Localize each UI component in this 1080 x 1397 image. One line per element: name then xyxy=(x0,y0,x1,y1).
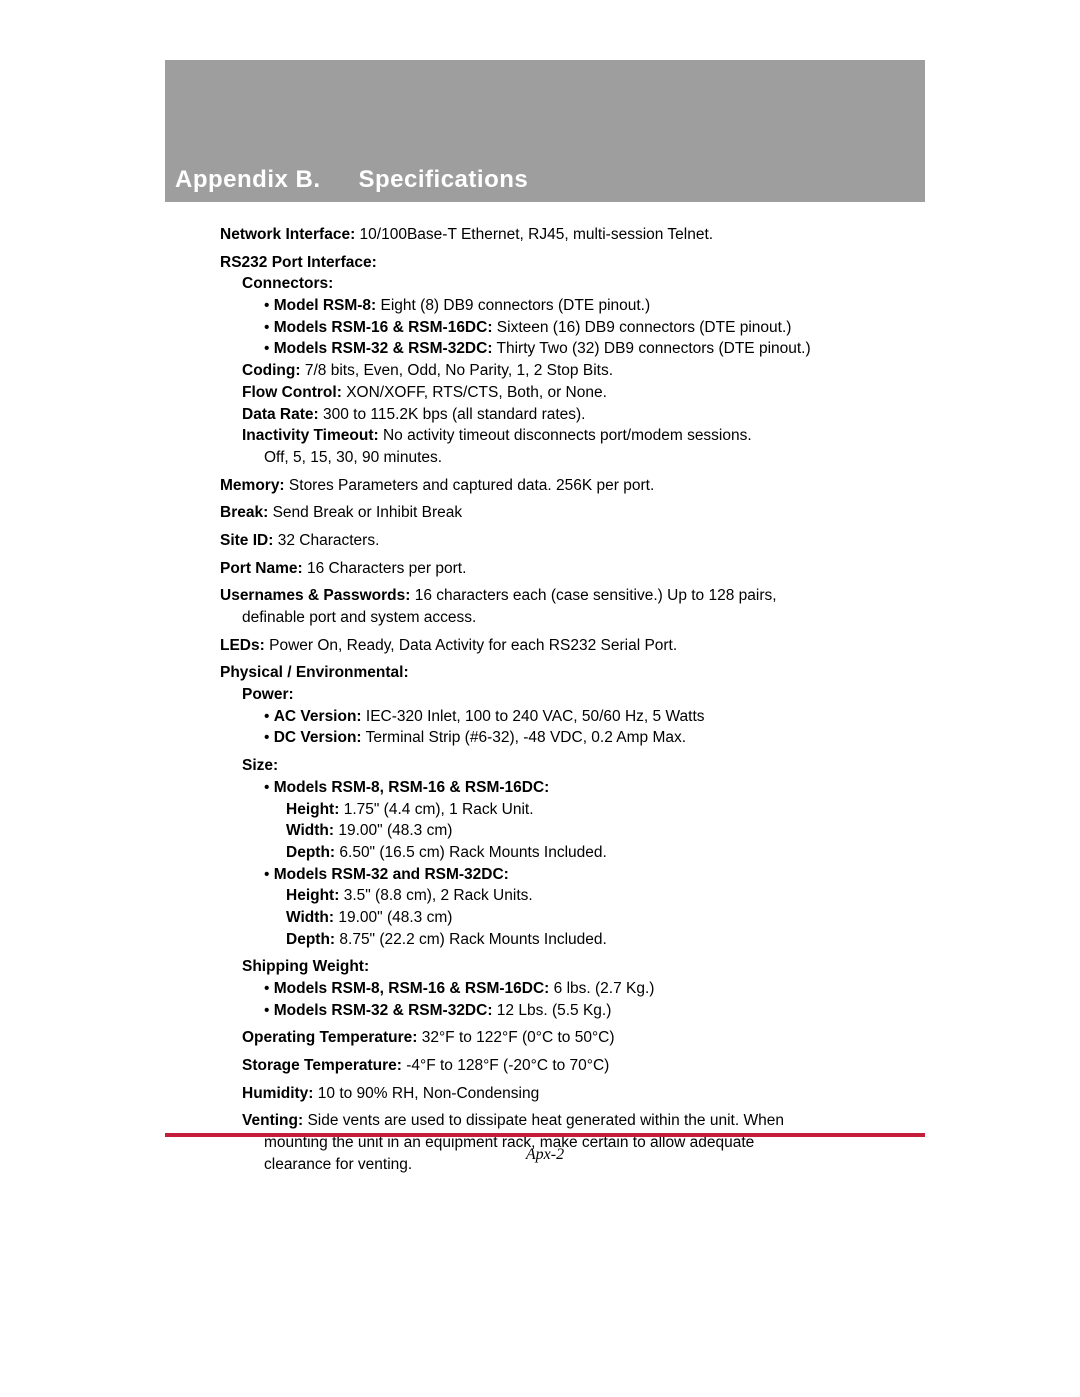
spec-rs232-label: RS232 Port Interface: xyxy=(220,252,855,274)
spec-venting: Venting: Side vents are used to dissipat… xyxy=(220,1110,855,1132)
spec-leds: LEDs: Power On, Ready, Data Activity for… xyxy=(220,635,855,657)
size-g2-height: Height: 3.5" (8.8 cm), 2 Rack Units. xyxy=(220,885,855,907)
connector-rsm32: Models RSM-32 & RSM-32DC: Thirty Two (32… xyxy=(220,338,855,360)
spec-inactivity: Inactivity Timeout: No activity timeout … xyxy=(220,425,855,447)
size-g1-depth: Depth: 6.50" (16.5 cm) Rack Mounts Inclu… xyxy=(220,842,855,864)
spec-op-temp: Operating Temperature: 32°F to 122°F (0°… xyxy=(220,1027,855,1049)
spec-data-rate: Data Rate: 300 to 115.2K bps (all standa… xyxy=(220,404,855,426)
spec-port-name: Port Name: 16 Characters per port. xyxy=(220,558,855,580)
footer-rule xyxy=(165,1133,925,1137)
size-g2-depth: Depth: 8.75" (22.2 cm) Rack Mounts Inclu… xyxy=(220,929,855,951)
page-title-bar: Appendix B. Specifications xyxy=(165,158,925,202)
connector-rsm8: Model RSM-8: Eight (8) DB9 connectors (D… xyxy=(220,295,855,317)
spec-storage-temp: Storage Temperature: -4°F to 128°F (-20°… xyxy=(220,1055,855,1077)
spec-power-label: Power: xyxy=(220,684,855,706)
size-g1-width: Width: 19.00" (48.3 cm) xyxy=(220,820,855,842)
size-group1-model: Models RSM-8, RSM-16 & RSM-16DC: xyxy=(220,777,855,799)
power-ac: AC Version: IEC-320 Inlet, 100 to 240 VA… xyxy=(220,706,855,728)
label: Network Interface: xyxy=(220,226,355,243)
spec-humidity: Humidity: 10 to 90% RH, Non-Condensing xyxy=(220,1083,855,1105)
connector-rsm16: Models RSM-16 & RSM-16DC: Sixteen (16) D… xyxy=(220,317,855,339)
appendix-label: Appendix B. xyxy=(175,166,321,194)
value: 10/100Base-T Ethernet, RJ45, multi-sessi… xyxy=(360,226,714,243)
spec-memory: Memory: Stores Parameters and captured d… xyxy=(220,475,855,497)
page-container: Appendix B. Specifications Network Inter… xyxy=(165,60,925,1182)
spec-shipping-label: Shipping Weight: xyxy=(220,956,855,978)
spec-coding: Coding: 7/8 bits, Even, Odd, No Parity, … xyxy=(220,360,855,382)
spec-break: Break: Send Break or Inhibit Break xyxy=(220,502,855,524)
spec-usernames: Usernames & Passwords: 16 characters eac… xyxy=(220,585,855,607)
spec-size-label: Size: xyxy=(220,755,855,777)
content-body: Network Interface: 10/100Base-T Ethernet… xyxy=(165,202,855,1176)
spec-flow-control: Flow Control: XON/XOFF, RTS/CTS, Both, o… xyxy=(220,382,855,404)
spec-rs232-connectors-label: Connectors: xyxy=(220,273,855,295)
spec-inactivity-line2: Off, 5, 15, 30, 90 minutes. xyxy=(220,447,855,469)
title-text: Specifications xyxy=(359,166,529,194)
header-gray-block xyxy=(165,60,925,158)
size-g2-width: Width: 19.00" (48.3 cm) xyxy=(220,907,855,929)
spec-physical-label: Physical / Environmental: xyxy=(220,662,855,684)
size-g1-height: Height: 1.75" (4.4 cm), 1 Rack Unit. xyxy=(220,799,855,821)
power-dc: DC Version: Terminal Strip (#6-32), -48 … xyxy=(220,727,855,749)
spec-network-interface: Network Interface: 10/100Base-T Ethernet… xyxy=(220,224,855,246)
spec-usernames-line2: definable port and system access. xyxy=(220,607,855,629)
spec-site-id: Site ID: 32 Characters. xyxy=(220,530,855,552)
shipping-1: Models RSM-8, RSM-16 & RSM-16DC: 6 lbs. … xyxy=(220,978,855,1000)
footer-page-number: Apx-2 xyxy=(165,1146,925,1164)
shipping-2: Models RSM-32 & RSM-32DC: 12 Lbs. (5.5 K… xyxy=(220,1000,855,1022)
size-group2-model: Models RSM-32 and RSM-32DC: xyxy=(220,864,855,886)
